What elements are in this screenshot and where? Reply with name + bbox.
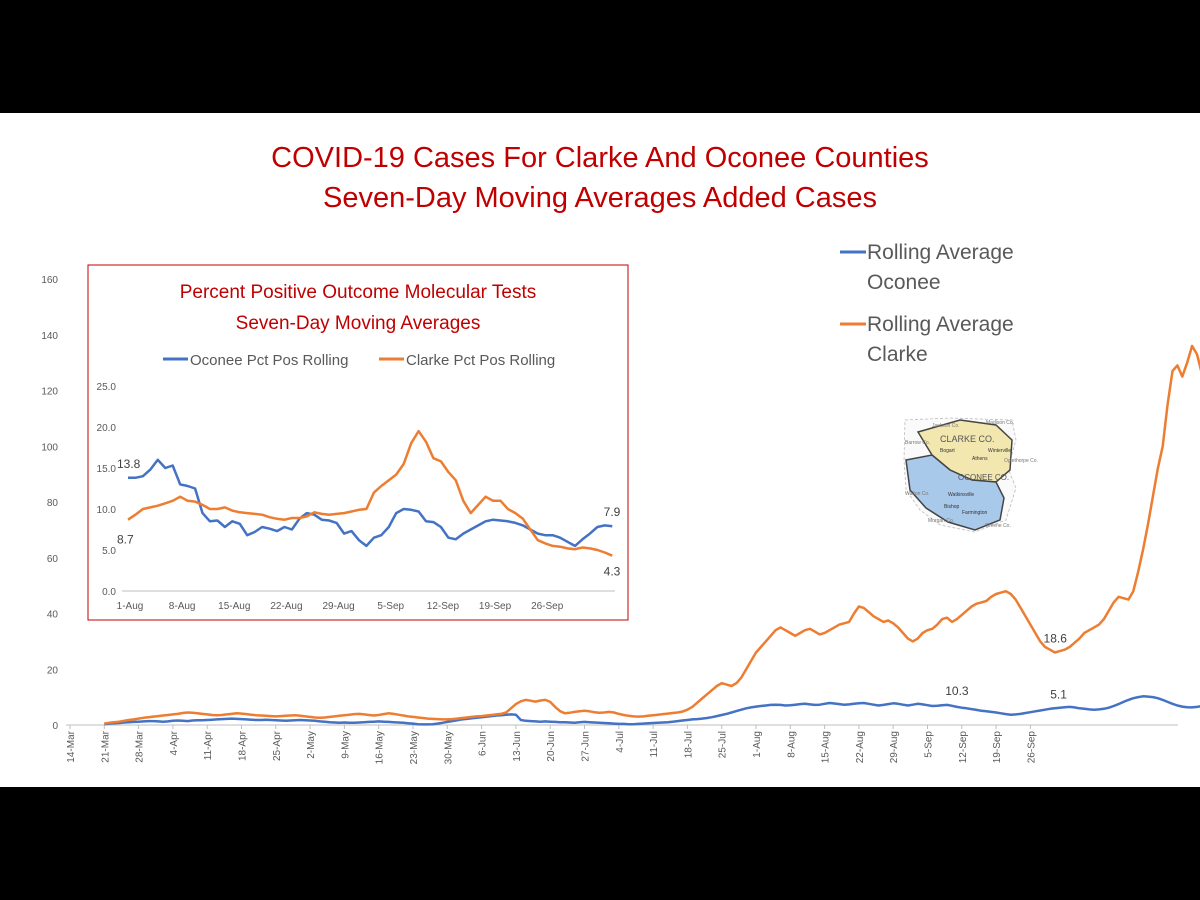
map-neighbor-label: Greene Co. <box>985 523 1011 529</box>
inset-data-label: 13.8 <box>117 457 141 471</box>
y-tick-label: 140 <box>41 331 58 342</box>
map-oconee-label: OCONEE CO. <box>958 473 1009 482</box>
inset-x-tick-label: 5-Sep <box>377 601 404 612</box>
inset-x-tick-label: 22-Aug <box>270 601 302 612</box>
x-tick-label: 21-Mar <box>100 730 111 762</box>
map-neighbor-label: Jackson Co. <box>932 423 960 429</box>
inset-x-tick-label: 1-Aug <box>117 601 144 612</box>
inset-series-line-clarke <box>127 429 613 557</box>
main-labels: 10.3 5.1 18.6 <box>945 632 1067 702</box>
y-tick-label: 120 <box>41 387 58 398</box>
map-neighbor-label: Walton Co. <box>905 491 930 497</box>
main-lines <box>104 344 1200 726</box>
chart-title: COVID-19 Cases For Clarke And Oconee Cou… <box>271 142 929 174</box>
x-tick-label: 2-May <box>306 731 317 759</box>
map-inset: CLARKE CO. OCONEE CO. Jackson Co. Madiso… <box>903 417 1038 533</box>
x-tick-label: 11-Apr <box>203 730 214 760</box>
inset-frame <box>87 264 629 621</box>
inset-x-tick-label: 15-Aug <box>218 601 250 612</box>
legend-label-clarke-1: Rolling Average <box>867 313 1014 336</box>
x-tick-label: 15-Aug <box>821 731 832 763</box>
y-tick-label: 0 <box>52 721 58 732</box>
legend-label-clarke-2: Clarke <box>867 343 928 366</box>
inset-x-tick-label: 8-Aug <box>169 601 196 612</box>
inset-y-tick-label: 0.0 <box>102 587 116 598</box>
map-clarke-label: CLARKE CO. <box>940 434 995 444</box>
x-tick-label: 23-May <box>409 731 420 764</box>
data-label: 10.3 <box>945 684 969 698</box>
inset-lines <box>127 429 613 557</box>
x-tick-label: 18-Jul <box>683 731 694 758</box>
map-town-label: Winterville <box>988 448 1011 454</box>
x-tick-label: 13-Jun <box>512 731 523 762</box>
inset-x-tick-label: 19-Sep <box>479 601 512 612</box>
inset-y-tick-label: 10.0 <box>97 505 117 516</box>
x-tick-label: 1-Aug <box>752 731 763 758</box>
inset-data-label: 4.3 <box>604 565 621 579</box>
x-tick-label: 29-Aug <box>889 731 900 763</box>
inset-x-tick-label: 26-Sep <box>531 601 564 612</box>
chart-subtitle: Seven-Day Moving Averages Added Cases <box>322 182 878 214</box>
map-neighbor-label: Madison Co. <box>986 420 1014 426</box>
x-tick-label: 4-Apr <box>169 730 180 755</box>
map-neighbor-label: Oglethorpe Co. <box>1004 458 1038 464</box>
inset-y-tick-label: 5.0 <box>102 546 116 557</box>
x-tick-label: 4-Jul <box>615 731 626 753</box>
map-town-label: Watkinsville <box>948 492 974 498</box>
series-line-clarke <box>104 344 1200 725</box>
x-tick-label: 11-Jul <box>649 731 660 758</box>
legend-label-oconee-1: Rolling Average <box>867 241 1014 264</box>
inset-data-label: 7.9 <box>604 505 621 519</box>
inset-y-tick-label: 25.0 <box>97 382 117 393</box>
map-town-label: Farmington <box>962 510 988 516</box>
inset-chart: Percent Positive Outcome Molecular Tests… <box>87 264 629 621</box>
inset-y-tick-label: 15.0 <box>97 464 117 475</box>
oconee-county-shape <box>905 454 1005 531</box>
inset-labels: 13.8 8.7 7.9 4.3 <box>117 457 621 579</box>
inset-title: Percent Positive Outcome Molecular Tests <box>180 282 537 303</box>
data-label: 5.1 <box>1050 687 1067 701</box>
data-label: 18.6 <box>1044 632 1068 646</box>
y-tick-label: 60 <box>47 554 59 565</box>
x-tick-label: 5-Sep <box>924 731 935 758</box>
inset-data-label: 8.7 <box>117 533 134 547</box>
inset-legend-label-oconee: Oconee Pct Pos Rolling <box>190 352 348 369</box>
inset-x-tick-label: 12-Sep <box>427 601 460 612</box>
y-tick-label: 40 <box>47 610 59 621</box>
x-tick-label: 14-Mar <box>66 730 77 762</box>
x-tick-label: 28-Mar <box>135 730 146 762</box>
x-tick-label: 12-Sep <box>958 731 969 764</box>
x-tick-label: 18-Apr <box>238 730 249 761</box>
series-line-oconee <box>104 695 1200 726</box>
legend-label-oconee-2: Oconee <box>867 271 941 294</box>
x-tick-label: 16-May <box>375 731 386 764</box>
map-town-label: Bishop <box>944 504 960 510</box>
map-town-label: Athens <box>972 456 988 462</box>
x-tick-label: 20-Jun <box>546 731 557 762</box>
inset-subtitle: Seven-Day Moving Averages <box>236 313 481 334</box>
x-tick-label: 25-Jul <box>718 731 729 758</box>
inset-legend-label-clarke: Clarke Pct Pos Rolling <box>406 352 555 369</box>
x-tick-label: 9-May <box>340 731 351 759</box>
y-tick-label: 20 <box>47 665 59 676</box>
y-tick-label: 100 <box>41 442 58 453</box>
x-tick-label: 6-Jun <box>478 731 489 756</box>
x-tick-label: 27-Jun <box>581 731 592 762</box>
x-tick-label: 22-Aug <box>855 731 866 763</box>
map-town-label: Bogart <box>940 448 955 454</box>
map-neighbor-label: Morgan Co. <box>928 518 954 524</box>
y-tick-label: 160 <box>41 275 58 286</box>
x-tick-label: 26-Sep <box>1026 731 1037 764</box>
legend: Rolling Average Oconee Rolling Average C… <box>840 241 1014 366</box>
inset-x-tick-label: 29-Aug <box>322 601 354 612</box>
y-tick-label: 80 <box>47 498 59 509</box>
map-neighbor-label: Barrow Co. <box>905 440 930 446</box>
x-tick-label: 30-May <box>443 731 454 764</box>
x-tick-label: 8-Aug <box>786 731 797 758</box>
inset-axes: 0.0 5.0 10.0 15.0 20.0 25.0 1-Aug 8-Aug 15-Aug 22… <box>97 382 615 612</box>
x-tick-label: 19-Sep <box>992 731 1003 764</box>
x-tick-label: 25-Apr <box>272 730 283 761</box>
inset-y-tick-label: 20.0 <box>97 423 117 434</box>
